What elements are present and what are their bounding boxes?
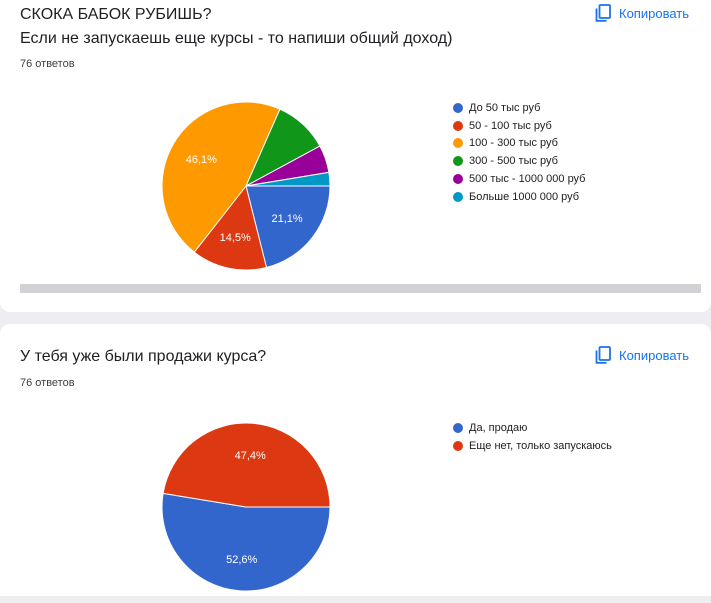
slice-data-label: 47,4% (235, 450, 266, 462)
legend: Да, продаю Еще нет, только запускаюсь (453, 419, 612, 455)
legend-label: До 50 тыс руб (469, 101, 541, 114)
legend-label: 300 - 500 тыс руб (469, 155, 558, 168)
pie-slice[interactable] (245, 171, 331, 187)
pie-slice[interactable] (161, 492, 331, 592)
legend-swatch (453, 174, 463, 185)
legend-item[interactable]: 500 тыс - 1000 000 руб (453, 170, 585, 188)
slice-data-label: 14,5% (220, 232, 251, 244)
legend: До 50 тыс руб 50 - 100 тыс руб 100 - 300 т… (453, 99, 585, 206)
copy-icon (595, 346, 611, 364)
legend-swatch (453, 422, 463, 433)
copy-button[interactable]: Копировать (595, 4, 689, 22)
legend-label: Больше 1000 000 руб (469, 190, 580, 203)
legend-item[interactable]: 50 - 100 тыс руб (453, 117, 585, 135)
legend-swatch (453, 191, 463, 202)
pie-slice[interactable] (162, 422, 331, 508)
copy-button-label: Копировать (619, 5, 689, 21)
legend-label: 50 - 100 тыс руб (469, 119, 552, 132)
legend-label: Да, продаю (469, 421, 528, 434)
legend-swatch (453, 102, 463, 113)
legend-label: 500 тыс - 1000 000 руб (469, 173, 586, 186)
pie-slice[interactable] (161, 101, 281, 253)
legend-label: 100 - 300 тыс руб (469, 137, 558, 150)
response-count: 76 ответов (20, 377, 75, 389)
slice-data-label: 21,1% (271, 213, 302, 225)
legend-item[interactable]: Да, продаю (453, 419, 612, 437)
question-title: У тебя уже были продажи курса? (20, 348, 267, 365)
copy-button-label: Копировать (619, 347, 689, 363)
pie-slice[interactable] (245, 185, 331, 269)
legend-item[interactable]: 300 - 500 тыс руб (453, 152, 585, 170)
legend-swatch (453, 138, 463, 149)
legend-swatch (453, 440, 463, 451)
pie-slice[interactable] (193, 184, 268, 271)
question-card-income: СКОКА БАБОК РУБИШЬ? Если не запускаешь е… (0, 0, 711, 312)
legend-item[interactable]: 100 - 300 тыс руб (453, 135, 585, 153)
legend-item[interactable]: До 50 тыс руб (453, 99, 585, 117)
question-card-sales: У тебя уже были продажи курса? 76 ответо… (0, 324, 711, 600)
horizontal-scrollbar[interactable] (20, 284, 701, 293)
slice-data-label: 52,6% (226, 554, 257, 566)
pie-chart-sales: 52,6% 47,4% (161, 422, 331, 592)
slice-data-label: 46,1% (186, 154, 217, 166)
legend-item[interactable]: Еще нет, только запускаюсь (453, 437, 612, 455)
legend-item[interactable]: Больше 1000 000 руб (453, 188, 585, 206)
legend-swatch (453, 120, 463, 131)
copy-icon (595, 4, 611, 22)
page-bottom-edge (0, 596, 711, 600)
question-title: СКОКА БАБОК РУБИШЬ? (20, 6, 212, 23)
copy-button[interactable]: Копировать (595, 346, 689, 364)
legend-label: Еще нет, только запускаюсь (469, 439, 612, 452)
response-count: 76 ответов (20, 58, 75, 70)
pie-chart-income: 21,1% 14,5% 46,1% (161, 101, 331, 271)
legend-swatch (453, 156, 463, 167)
question-subtitle: Если не запускаешь еще курсы - то напиши… (20, 30, 453, 47)
